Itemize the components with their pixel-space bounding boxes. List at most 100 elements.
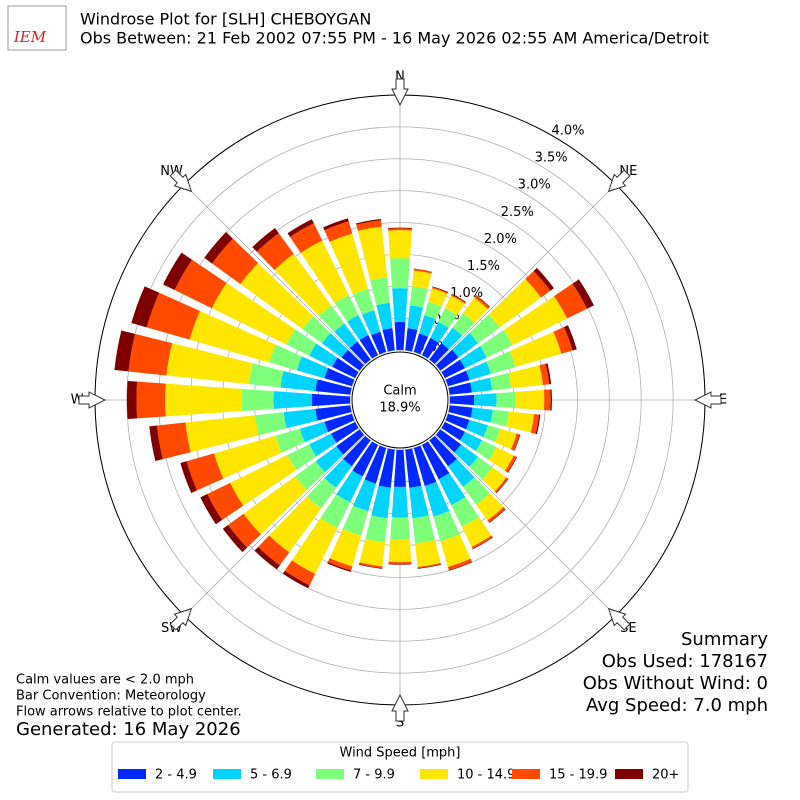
bar-segment xyxy=(452,332,479,358)
bar-segment xyxy=(388,230,412,259)
bar-segment xyxy=(273,391,312,409)
bar-segment xyxy=(382,328,395,352)
bar-segment xyxy=(330,421,359,443)
bar-segment xyxy=(241,388,274,412)
bar-segment xyxy=(387,227,413,229)
legend-title: Wind Speed [mph] xyxy=(340,746,461,761)
bar-segment xyxy=(295,461,326,491)
bar-segment xyxy=(357,226,388,281)
bar-segment xyxy=(572,279,594,309)
bar-segment xyxy=(411,270,432,290)
bar-segment xyxy=(255,412,287,436)
bar-segment xyxy=(321,332,348,358)
bar-segment xyxy=(280,370,318,392)
bar-segment xyxy=(256,233,294,271)
bar-segment xyxy=(412,515,435,544)
bar-segment xyxy=(405,448,422,488)
direction-label: N xyxy=(395,70,405,85)
bar-segment xyxy=(392,288,408,323)
bar-segment xyxy=(343,435,371,467)
bar-segment xyxy=(435,429,462,453)
flow-arrow xyxy=(391,693,409,722)
logo-text: IEM xyxy=(13,28,47,46)
bar-segment xyxy=(204,231,233,264)
bar-segment xyxy=(432,286,449,293)
bar-segment xyxy=(530,414,540,434)
bar-segment xyxy=(448,561,473,571)
bar-segment xyxy=(318,305,345,332)
bar-segment xyxy=(163,252,193,291)
bar-segment xyxy=(352,288,375,315)
bar-segment xyxy=(533,267,554,291)
flow-arrow xyxy=(169,607,193,631)
bar-segment xyxy=(444,295,466,316)
bar-segment xyxy=(165,383,243,417)
bar-segment xyxy=(296,356,329,379)
bar-segment xyxy=(450,294,466,304)
bar-segment xyxy=(409,286,428,308)
bar-segment xyxy=(459,431,483,452)
bar-segment xyxy=(329,233,369,295)
bar-segment xyxy=(459,346,487,369)
y-tick-label: 1.5% xyxy=(467,259,500,274)
bar-segment xyxy=(445,370,470,387)
bar-segment xyxy=(394,321,406,351)
bar-segment xyxy=(535,414,541,435)
bar-segment xyxy=(315,379,352,395)
bar-segment xyxy=(409,485,429,519)
bar-segment xyxy=(428,288,448,307)
bar-segment xyxy=(291,518,338,574)
bar-segment xyxy=(299,421,329,443)
bar-segment xyxy=(388,563,412,565)
bar-segment xyxy=(287,219,314,237)
bar-segment xyxy=(440,534,471,567)
bar-segment xyxy=(503,296,567,346)
summary-line: Avg Speed: 7.0 mph xyxy=(586,695,768,716)
bar-segment xyxy=(452,313,475,336)
bar-segment xyxy=(283,408,318,429)
legend-swatch xyxy=(118,769,146,779)
bar-segment xyxy=(487,507,506,523)
bar-segment xyxy=(451,496,479,527)
bar-segment xyxy=(376,302,393,330)
bar-segment xyxy=(448,405,473,418)
bar-segment xyxy=(207,482,244,520)
bar-segment xyxy=(550,389,552,411)
legend-swatch xyxy=(420,769,448,779)
bar-segment xyxy=(214,435,282,479)
bar-segment xyxy=(324,413,355,433)
bar-segment xyxy=(451,293,467,303)
bar-segment xyxy=(421,441,450,480)
bar-segment xyxy=(359,538,386,567)
bar-segment xyxy=(359,562,383,569)
bar-segment xyxy=(114,330,135,372)
bar-segment xyxy=(509,331,562,367)
bar-segment xyxy=(413,268,432,274)
bar-segment xyxy=(336,429,365,455)
bar-segment xyxy=(274,253,332,316)
bar-segment xyxy=(513,434,521,451)
note: Bar Convention: Meteorology xyxy=(16,689,206,704)
chart-title: Windrose Plot for [SLH] CHEBOYGAN xyxy=(80,10,371,29)
bar-segment xyxy=(243,476,307,535)
y-tick-label: 3.5% xyxy=(535,151,568,166)
calm-label: Calm xyxy=(383,384,416,399)
bar-segment xyxy=(300,240,349,304)
bar-segment xyxy=(495,428,517,450)
bar-segment xyxy=(388,561,412,565)
bar-segment xyxy=(441,327,463,350)
note: Calm values are < 2.0 mph xyxy=(16,673,194,688)
bar-segment xyxy=(545,363,552,385)
summary-line: Obs Without Wind: 0 xyxy=(583,673,768,694)
y-tick-label: 2.5% xyxy=(501,205,534,220)
legend-label: 5 - 6.9 xyxy=(250,768,292,783)
bar-segment xyxy=(146,292,200,340)
bar-segment xyxy=(471,535,493,549)
bar-segment xyxy=(474,295,490,310)
bar-segment xyxy=(413,445,437,487)
flow-arrow xyxy=(391,78,409,107)
bar-segment xyxy=(415,540,441,568)
bar-segment xyxy=(324,367,355,387)
bar-segment xyxy=(486,351,516,374)
bar-segment xyxy=(254,546,280,570)
